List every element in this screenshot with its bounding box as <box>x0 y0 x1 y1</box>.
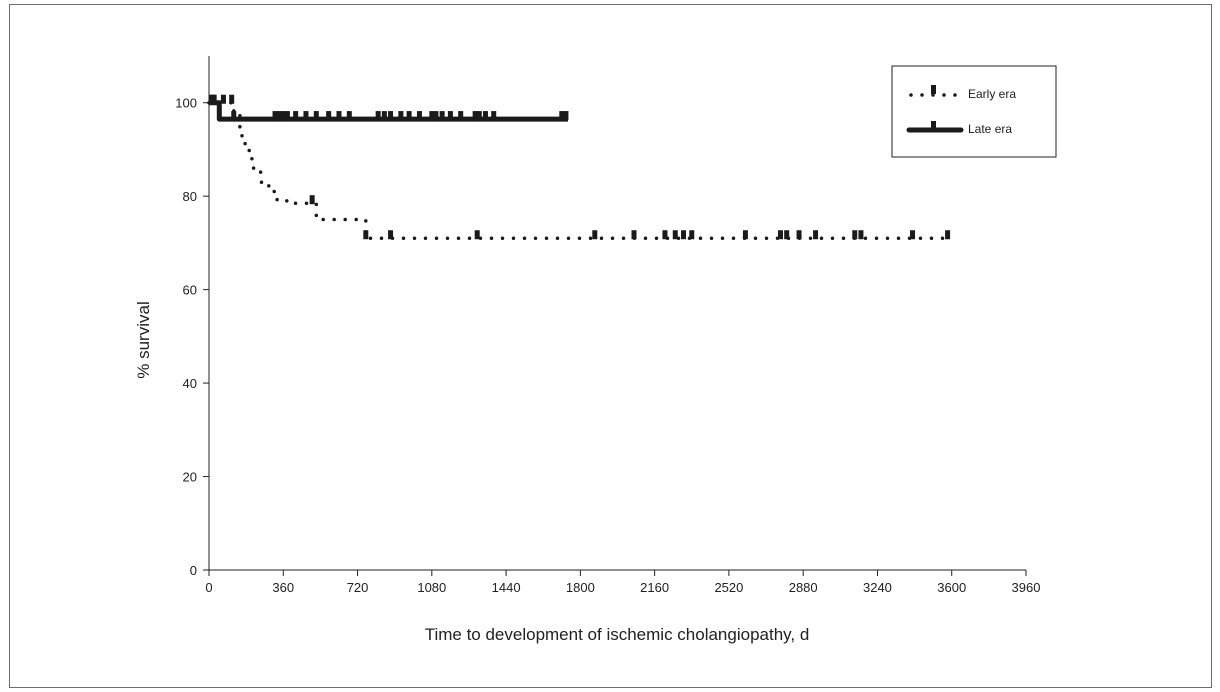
censor-mark <box>280 111 286 121</box>
censor-mark <box>681 230 687 240</box>
censor-mark <box>563 111 569 121</box>
censor-mark <box>293 111 299 121</box>
censor-mark <box>229 94 235 104</box>
censor-mark <box>208 94 214 104</box>
figure-frame <box>9 4 1212 688</box>
censor-mark <box>672 230 678 240</box>
y-ticks: 0 20 40 60 80 100 <box>175 96 209 578</box>
x-tick-label: 2160 <box>640 580 669 595</box>
censor-mark <box>388 111 394 121</box>
censor-mark <box>458 111 464 121</box>
series-early-era <box>207 94 954 240</box>
legend-label-early-era: Early era <box>968 87 1016 101</box>
x-tick-label: 360 <box>272 580 294 595</box>
censor-mark <box>474 230 480 240</box>
y-tick-label: 60 <box>183 283 197 298</box>
x-tick-label: 720 <box>347 580 369 595</box>
x-tick-label: 1440 <box>492 580 521 595</box>
censor-mark <box>375 111 381 121</box>
x-tick-label: 2520 <box>714 580 743 595</box>
censor-mark <box>559 111 565 121</box>
censor-mark <box>491 111 497 121</box>
censor-mark <box>858 230 864 240</box>
y-tick-label: 40 <box>183 376 197 391</box>
axes <box>208 56 1026 571</box>
legend-censor-mark <box>931 85 936 94</box>
y-tick-label: 0 <box>190 563 197 578</box>
legend-label-late-era: Late era <box>968 122 1012 136</box>
censor-mark <box>433 111 439 121</box>
censor-mark <box>388 230 394 240</box>
legend: Early era Late era <box>891 65 1057 158</box>
x-tick-label: 2880 <box>789 580 818 595</box>
y-axis-title: % survival <box>134 301 153 378</box>
censor-mark <box>303 111 309 121</box>
x-tick-label: 1080 <box>417 580 446 595</box>
censor-mark <box>945 230 951 240</box>
y-tick-label: 80 <box>183 189 197 204</box>
censor-mark <box>784 230 790 240</box>
legend-box <box>891 65 1057 158</box>
legend-sample-early-era <box>909 85 961 97</box>
censor-mark <box>439 111 445 121</box>
censor-mark <box>272 111 278 121</box>
censor-mark <box>406 111 412 121</box>
censor-mark <box>472 111 478 121</box>
censor-mark <box>777 230 783 240</box>
x-tick-label: 3240 <box>863 580 892 595</box>
x-tick-label: 3960 <box>1012 580 1041 595</box>
censor-mark <box>276 111 282 121</box>
censor-mark <box>346 111 352 121</box>
censor-mark <box>689 230 695 240</box>
censor-mark <box>447 111 453 121</box>
censor-mark <box>211 94 217 104</box>
censor-mark <box>363 230 369 240</box>
censor-mark <box>662 230 668 240</box>
censor-mark <box>742 230 748 240</box>
censor-mark <box>910 230 916 240</box>
censor-mark <box>398 111 404 121</box>
censor-mark <box>284 111 290 121</box>
censor-mark <box>309 195 315 205</box>
censor-mark <box>429 111 435 121</box>
censor-mark <box>796 230 802 240</box>
series-layer <box>207 94 954 240</box>
censor-mark <box>631 230 637 240</box>
censor-mark <box>231 111 237 121</box>
y-tick-label: 100 <box>175 96 197 111</box>
censor-mark <box>476 111 482 121</box>
censor-mark <box>482 111 488 121</box>
x-axis-title: Time to development of ischemic cholangi… <box>425 625 810 644</box>
censor-mark <box>592 230 598 240</box>
censor-mark <box>813 230 819 240</box>
series-late-era <box>208 94 569 122</box>
censor-mark <box>313 111 319 121</box>
x-tick-label: 1800 <box>566 580 595 595</box>
legend-sample-late-era <box>906 121 964 133</box>
series-line-early-era <box>207 100 954 240</box>
x-ticks: 0 360 720 1080 1440 1800 2160 2520 2880 3240 3600 3… <box>205 570 1040 595</box>
censor-mark <box>381 111 387 121</box>
y-tick-label: 20 <box>183 470 197 485</box>
censor-mark <box>326 111 332 121</box>
x-tick-label: 3600 <box>937 580 966 595</box>
censor-mark <box>416 111 422 121</box>
legend-censor-mark <box>931 121 936 130</box>
censor-mark <box>220 94 226 104</box>
censor-mark <box>852 230 858 240</box>
censor-mark <box>336 111 342 121</box>
x-tick-label: 0 <box>205 580 212 595</box>
